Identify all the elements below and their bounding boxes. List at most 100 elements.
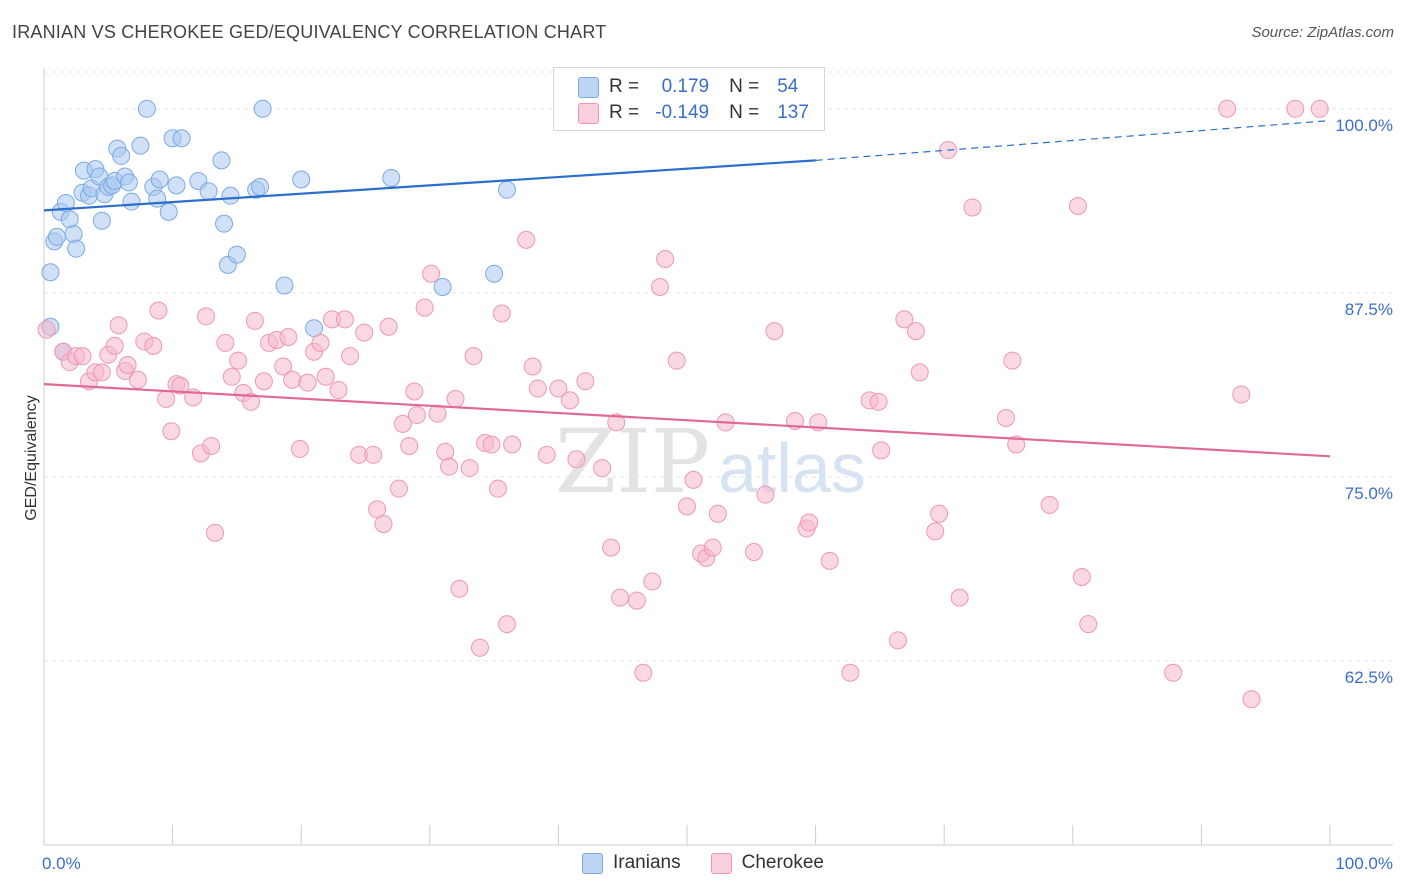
data-point — [105, 336, 124, 355]
data-point — [450, 579, 469, 598]
data-point — [37, 320, 56, 339]
data-point — [60, 210, 79, 229]
data-point — [279, 328, 298, 347]
data-point — [756, 485, 775, 504]
data-point — [254, 372, 273, 391]
legend-n-label: N = — [729, 76, 760, 97]
data-point — [1079, 615, 1098, 634]
series-label-cherokee: Cherokee — [741, 852, 824, 873]
data-point — [485, 264, 504, 283]
trend-line-cherokee — [43, 383, 1331, 458]
series-swatch-cherokee — [710, 852, 732, 874]
data-point — [222, 367, 241, 386]
legend-r-label: R = — [609, 76, 640, 97]
data-point — [374, 515, 393, 534]
data-point — [298, 373, 317, 392]
data-point — [1242, 690, 1261, 709]
data-point — [407, 406, 426, 425]
data-point — [1286, 99, 1305, 118]
data-point — [684, 470, 703, 489]
series-points-iranians — [41, 99, 748, 361]
data-point — [765, 322, 784, 341]
data-point — [497, 180, 516, 199]
data-point — [560, 391, 579, 410]
data-point — [1218, 99, 1237, 118]
data-point — [869, 392, 888, 411]
watermark-atlas: atlas — [718, 429, 866, 507]
data-point — [275, 276, 294, 295]
data-point — [355, 323, 374, 342]
data-point — [963, 198, 982, 217]
data-point — [464, 347, 483, 366]
data-point — [393, 414, 412, 433]
data-point — [253, 99, 272, 118]
data-point — [41, 263, 60, 282]
x-tick-label: 100.0% — [1335, 854, 1393, 873]
data-point — [460, 459, 479, 478]
data-point — [283, 370, 302, 389]
data-point — [906, 322, 925, 341]
data-point — [405, 382, 424, 401]
data-point — [1164, 663, 1183, 682]
data-point — [122, 192, 141, 211]
data-point — [329, 381, 348, 400]
data-point — [242, 392, 261, 411]
data-point — [528, 379, 547, 398]
data-point — [820, 551, 839, 570]
y-tick-label: 75.0% — [1345, 484, 1393, 503]
data-point — [428, 404, 447, 423]
data-point — [611, 588, 630, 607]
data-point — [422, 264, 441, 283]
data-point — [708, 504, 727, 523]
y-tick-label: 100.0% — [1335, 116, 1393, 135]
data-point — [634, 663, 653, 682]
data-point — [400, 436, 419, 455]
legend-r-value: -0.149 — [655, 102, 710, 123]
data-point — [841, 663, 860, 682]
correlation-legend: R = 0.179 N = 54 R = -0.149 N = 137 — [553, 67, 825, 131]
data-point — [446, 389, 465, 408]
data-point — [290, 439, 309, 458]
data-point — [316, 367, 335, 386]
data-point — [415, 298, 434, 317]
data-point — [593, 459, 612, 478]
y-axis-title: GED/Equivalency — [23, 395, 40, 520]
data-point — [627, 591, 646, 610]
data-point — [159, 202, 178, 221]
data-point — [119, 173, 138, 192]
data-point — [131, 136, 150, 155]
data-point — [895, 310, 914, 329]
data-point — [292, 170, 311, 189]
legend-row-iranians: R = 0.179 N = 54 — [578, 75, 817, 99]
data-point — [433, 277, 452, 296]
data-point — [656, 249, 675, 268]
data-point — [128, 370, 147, 389]
data-point — [1310, 99, 1329, 118]
y-tick-label: 62.5% — [1345, 668, 1393, 687]
legend-n-value: 137 — [777, 102, 809, 123]
data-point — [1232, 385, 1251, 404]
series-points-cherokee — [37, 99, 1329, 709]
data-point — [567, 450, 586, 469]
data-point — [148, 189, 167, 208]
data-point — [517, 230, 536, 249]
y-tick-label: 87.5% — [1345, 300, 1393, 319]
data-point — [910, 363, 929, 382]
grid-lines — [44, 71, 1393, 662]
data-point — [744, 542, 763, 561]
x-tick-label: 0.0% — [42, 854, 81, 873]
data-point — [650, 277, 669, 296]
data-point — [149, 301, 168, 320]
data-point — [202, 436, 221, 455]
legend-swatch-iranians — [578, 76, 599, 98]
data-point — [497, 615, 516, 634]
data-point — [389, 479, 408, 498]
data-point — [703, 538, 722, 557]
data-point — [245, 311, 264, 330]
data-point — [206, 523, 225, 542]
data-point — [602, 538, 621, 557]
data-point — [800, 513, 819, 532]
data-point — [92, 363, 111, 382]
data-point — [73, 347, 92, 366]
